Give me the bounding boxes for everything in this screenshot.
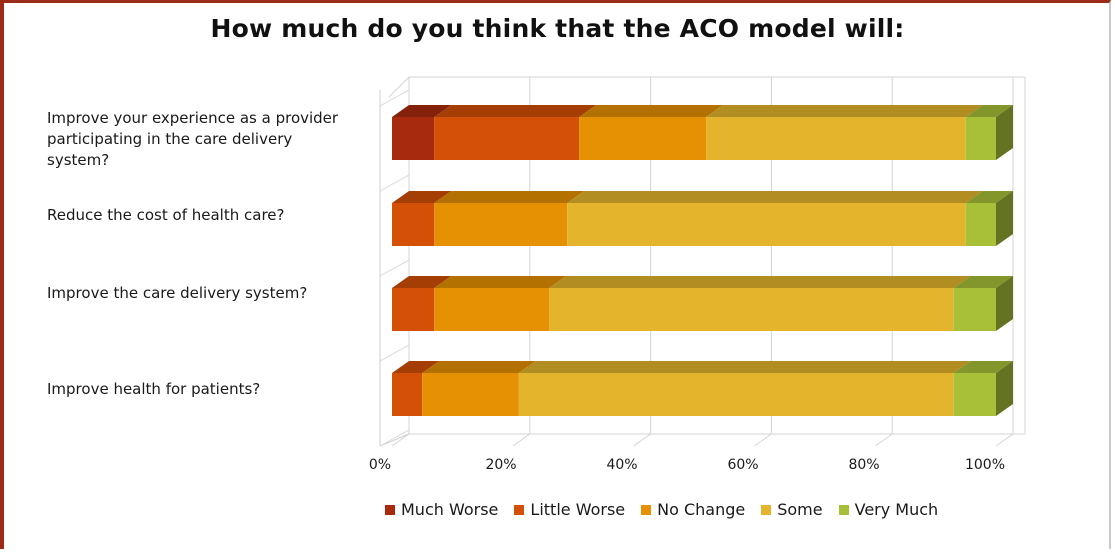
bar (965, 203, 996, 246)
bar (392, 203, 435, 246)
legend-label: No Change (657, 500, 746, 519)
bar (953, 288, 996, 331)
bar (953, 373, 996, 416)
bar-top (422, 361, 536, 373)
legend-label: Some (777, 500, 823, 519)
x-tick-label: 80% (848, 457, 879, 473)
category-separator (379, 174, 410, 192)
bar (434, 117, 580, 160)
bar-top (518, 361, 971, 373)
bar-top (392, 361, 440, 373)
legend: Much Worse Little Worse No Change Some V… (385, 500, 938, 519)
legend-item: Some (761, 500, 823, 519)
gridline (995, 433, 1014, 447)
x-tick-label: 0% (369, 457, 391, 473)
bar-side (996, 105, 1013, 160)
category-separator (379, 429, 410, 447)
chart-title: How much do you think that the ACO model… (210, 14, 905, 43)
legend-item: Little Worse (514, 500, 625, 519)
bar-side (996, 361, 1013, 416)
bar (567, 203, 966, 246)
bar (434, 203, 568, 246)
category-label: Improve health for patients? (47, 380, 261, 398)
bar-top (965, 191, 1013, 203)
bar-top (706, 105, 983, 117)
bar (392, 117, 435, 160)
bar-side (996, 276, 1013, 331)
category-label: Reduce the cost of health care? (47, 206, 285, 224)
legend-swatch (385, 504, 395, 515)
bar (434, 288, 550, 331)
legend-item: No Change (641, 500, 745, 519)
bar (965, 117, 996, 160)
bar-top (434, 276, 567, 288)
bar (706, 117, 966, 160)
legend-item: Much Worse (385, 500, 498, 519)
bar-top (953, 361, 1013, 373)
category-separator (379, 344, 410, 362)
legend-label: Little Worse (530, 500, 626, 519)
axis-line (379, 433, 410, 447)
x-tick-label: 60% (727, 457, 758, 473)
bar-top (579, 105, 724, 117)
bar-top (392, 276, 452, 288)
legend-swatch (641, 504, 652, 515)
gridline (391, 433, 410, 447)
bar (549, 288, 954, 331)
bar (392, 288, 435, 331)
bar (518, 373, 954, 416)
legend-swatch (761, 504, 772, 515)
legend-item: Very Much (838, 500, 939, 519)
category-label: Improve the care delivery system? (47, 284, 308, 302)
gridline (874, 433, 893, 447)
bar-top (953, 276, 1013, 288)
category-separator (379, 89, 410, 107)
bar-top (392, 191, 452, 203)
bar (392, 373, 423, 416)
legend-swatch (514, 504, 525, 515)
gridline (633, 433, 651, 447)
legend-label: Much Worse (401, 500, 499, 519)
bar (579, 117, 707, 160)
bar-top (434, 191, 585, 203)
bar (422, 373, 519, 416)
x-tick-label: 20% (485, 457, 516, 473)
side-wall-edge (388, 76, 410, 98)
bar-top (549, 276, 971, 288)
bar-side (996, 191, 1013, 246)
category-label: Improve your experience as a provider pa… (47, 109, 339, 169)
category-separator (379, 259, 410, 277)
gridline (512, 433, 531, 447)
legend-swatch (838, 504, 849, 515)
bar-top (434, 105, 597, 117)
gridline (754, 433, 772, 447)
bar-top (392, 105, 452, 117)
x-tick-label: 40% (606, 457, 637, 473)
legend-label: Very Much (854, 500, 939, 519)
bar-top (965, 105, 1013, 117)
bar-top (567, 191, 983, 203)
x-tick-label: 100% (965, 457, 1005, 473)
